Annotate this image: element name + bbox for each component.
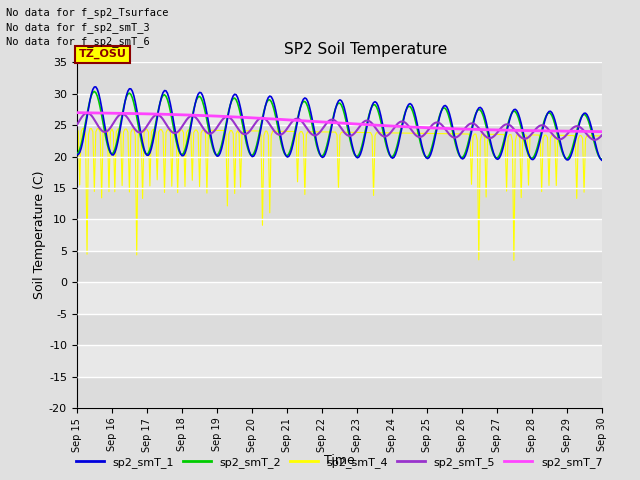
Text: No data for f_sp2_Tsurface: No data for f_sp2_Tsurface [6,7,169,18]
Bar [77,251,602,282]
Title: SP2 Soil Temperature: SP2 Soil Temperature [284,42,447,57]
Text: No data for f_sp2_smT_6: No data for f_sp2_smT_6 [6,36,150,47]
Bar [77,345,602,377]
Bar [77,188,602,219]
Legend: sp2_smT_1, sp2_smT_2, sp2_smT_4, sp2_smT_5, sp2_smT_7: sp2_smT_1, sp2_smT_2, sp2_smT_4, sp2_smT… [72,452,607,472]
Bar [77,31,602,62]
Text: No data for f_sp2_smT_3: No data for f_sp2_smT_3 [6,22,150,33]
Bar [77,62,602,94]
Bar [77,282,602,314]
Y-axis label: Soil Temperature (C): Soil Temperature (C) [33,171,46,300]
Bar [77,94,602,125]
Bar [77,125,602,156]
Bar [77,314,602,345]
Bar [77,377,602,408]
Text: TZ_OSU: TZ_OSU [79,49,127,59]
Bar [77,219,602,251]
Bar [77,156,602,188]
X-axis label: Time: Time [324,455,355,468]
